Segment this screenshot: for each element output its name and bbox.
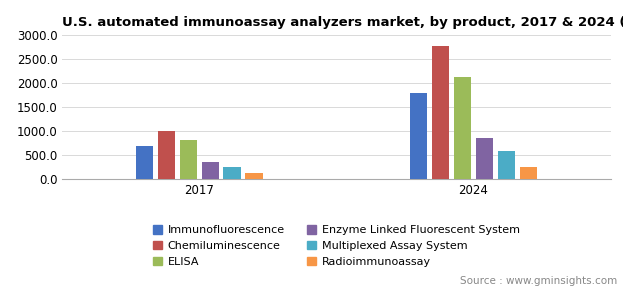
Bar: [432, 46, 449, 179]
Bar: [245, 173, 263, 179]
Bar: [410, 93, 427, 179]
Bar: [179, 140, 197, 179]
Bar: [202, 162, 219, 179]
Text: Source : www.gminsights.com: Source : www.gminsights.com: [460, 276, 617, 286]
Bar: [136, 147, 153, 179]
Bar: [520, 167, 537, 179]
Text: U.S. automated immunoassay analyzers market, by product, 2017 & 2024 (USD Millio: U.S. automated immunoassay analyzers mar…: [62, 16, 623, 29]
Bar: [498, 151, 515, 179]
Bar: [476, 138, 493, 179]
Bar: [454, 77, 471, 179]
Legend: Immunofluorescence, Chemiluminescence, ELISA, Enzyme Linked Fluorescent System, : Immunofluorescence, Chemiluminescence, E…: [153, 225, 520, 267]
Bar: [158, 131, 175, 179]
Bar: [224, 167, 241, 179]
